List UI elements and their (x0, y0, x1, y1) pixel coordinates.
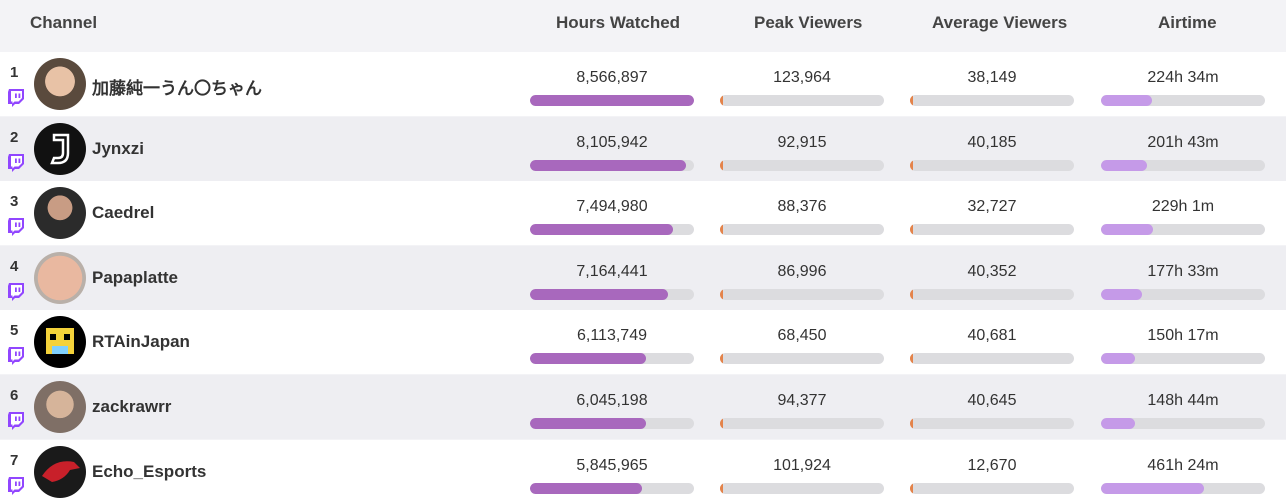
average-viewers-value: 32,727 (967, 198, 1017, 216)
peak-viewers-bar (720, 159, 884, 171)
channel-name[interactable]: Papaplatte (92, 267, 178, 287)
average-viewers-value: 38,149 (967, 69, 1017, 86)
twitch-icon (7, 476, 25, 496)
average-viewers-bar (910, 95, 1074, 106)
channel-name[interactable]: Caedrel (92, 203, 155, 223)
peak-viewers-bar (720, 95, 884, 106)
average-viewers-bar (910, 482, 1074, 494)
twitch-icon (7, 217, 25, 237)
average-viewers-bar (910, 224, 1074, 236)
peak-viewers-value: 101,924 (773, 456, 831, 474)
average-viewers-value: 40,645 (967, 392, 1017, 409)
channel-name[interactable]: Jynxzi (92, 138, 144, 158)
peak-viewers-value: 68,450 (777, 327, 827, 345)
airtime-bar (1101, 224, 1265, 236)
peak-viewers-value: 86,996 (777, 262, 827, 280)
airtime-bar (1101, 482, 1265, 494)
airtime-bar (1101, 95, 1265, 106)
hours-watched-value: 6,045,198 (576, 392, 648, 409)
table-row[interactable]: 7 Echo_Esports 5,845,965 101,924 12,670 … (0, 439, 1286, 504)
peak-viewers-value: 94,377 (777, 392, 827, 409)
avatar[interactable] (34, 122, 86, 175)
avatar[interactable] (34, 251, 86, 304)
peak-viewers-value: 123,964 (773, 69, 831, 86)
average-viewers-bar (910, 353, 1074, 365)
rank-number: 1 (10, 64, 19, 81)
peak-viewers-value: 88,376 (777, 198, 827, 216)
rank-number: 2 (10, 128, 19, 146)
airtime-bar (1101, 159, 1265, 171)
average-viewers-value: 12,670 (967, 456, 1017, 474)
column-header-peak-viewers[interactable]: Peak Viewers (754, 13, 863, 32)
airtime-value: 461h 24m (1147, 456, 1219, 474)
hours-watched-bar (530, 288, 694, 300)
average-viewers-bar (910, 418, 1074, 429)
peak-viewers-value: 92,915 (777, 133, 827, 151)
hours-watched-value: 8,566,897 (576, 69, 648, 86)
hours-watched-bar (530, 224, 694, 236)
average-viewers-value: 40,185 (967, 133, 1017, 151)
table-row[interactable]: 3 Caedrel 7,494,980 88,376 32,727 229h 1… (0, 181, 1286, 246)
hours-watched-value: 6,113,749 (577, 327, 647, 345)
average-viewers-value: 40,681 (967, 327, 1017, 345)
rank-number: 7 (10, 451, 19, 469)
airtime-value: 177h 33m (1147, 262, 1219, 280)
avatar[interactable] (34, 316, 86, 369)
rank-number: 3 (10, 193, 19, 211)
airtime-value: 150h 17m (1147, 327, 1219, 345)
peak-viewers-bar (720, 224, 884, 236)
peak-viewers-bar (720, 482, 884, 494)
table-row[interactable]: 2 Jynxzi 8,105,942 92,915 40,185 201h 43… (0, 116, 1286, 181)
airtime-value: 224h 34m (1147, 69, 1219, 86)
airtime-bar (1101, 288, 1265, 300)
channel-name[interactable]: 加藤純一うん〇ちゃん (92, 79, 262, 98)
average-viewers-bar (910, 288, 1074, 300)
hours-watched-bar (530, 418, 694, 429)
twitch-icon (7, 153, 25, 173)
channel-name[interactable]: RTAinJapan (92, 332, 190, 352)
table-row[interactable]: 6 zackrawrr 6,045,198 94,377 40,645 148h… (0, 375, 1286, 439)
table-row[interactable]: 1 加藤純一うん〇ちゃん 8,566,897 123,964 38,149 22… (0, 52, 1286, 116)
table-header: Channel Hours Watched Peak Viewers Avera… (0, 0, 1286, 52)
hours-watched-bar (530, 482, 694, 494)
hours-watched-value: 5,845,965 (576, 456, 648, 474)
twitch-icon (7, 411, 25, 431)
column-header-average-viewers[interactable]: Average Viewers (932, 13, 1068, 32)
avatar[interactable] (34, 58, 86, 110)
hours-watched-bar (530, 353, 694, 365)
channel-name[interactable]: Echo_Esports (92, 461, 207, 481)
hours-watched-value: 7,494,980 (576, 198, 648, 216)
rank-number: 4 (10, 257, 19, 275)
column-header-hours-watched[interactable]: Hours Watched (556, 13, 681, 32)
column-header-airtime[interactable]: Airtime (1158, 13, 1217, 32)
hours-watched-value: 8,105,942 (576, 133, 648, 151)
average-viewers-bar (910, 159, 1074, 171)
airtime-value: 148h 44m (1147, 392, 1219, 409)
twitch-icon (7, 346, 25, 366)
avatar[interactable] (34, 381, 86, 433)
airtime-bar (1101, 418, 1265, 429)
table-row[interactable]: 4 Papaplatte 7,164,441 86,996 40,352 177… (0, 245, 1286, 310)
hours-watched-bar (530, 159, 694, 171)
table-row[interactable]: 5 RTAinJapan 6,113,749 68,450 40,681 150… (0, 310, 1286, 375)
peak-viewers-bar (720, 288, 884, 300)
airtime-value: 201h 43m (1147, 133, 1219, 151)
twitch-icon (7, 282, 25, 302)
airtime-value: 229h 1m (1151, 198, 1215, 216)
hours-watched-bar (530, 95, 694, 106)
peak-viewers-bar (720, 353, 884, 365)
channel-name[interactable]: zackrawrr (92, 397, 172, 416)
avatar[interactable] (34, 187, 86, 240)
peak-viewers-bar (720, 418, 884, 429)
column-header-channel[interactable]: Channel (30, 13, 98, 32)
rank-number: 6 (10, 387, 19, 404)
airtime-bar (1101, 353, 1265, 365)
rank-number: 5 (10, 322, 19, 340)
average-viewers-value: 40,352 (967, 262, 1017, 280)
avatar[interactable] (34, 445, 86, 498)
twitch-icon (7, 88, 25, 108)
hours-watched-value: 7,164,441 (576, 262, 648, 280)
